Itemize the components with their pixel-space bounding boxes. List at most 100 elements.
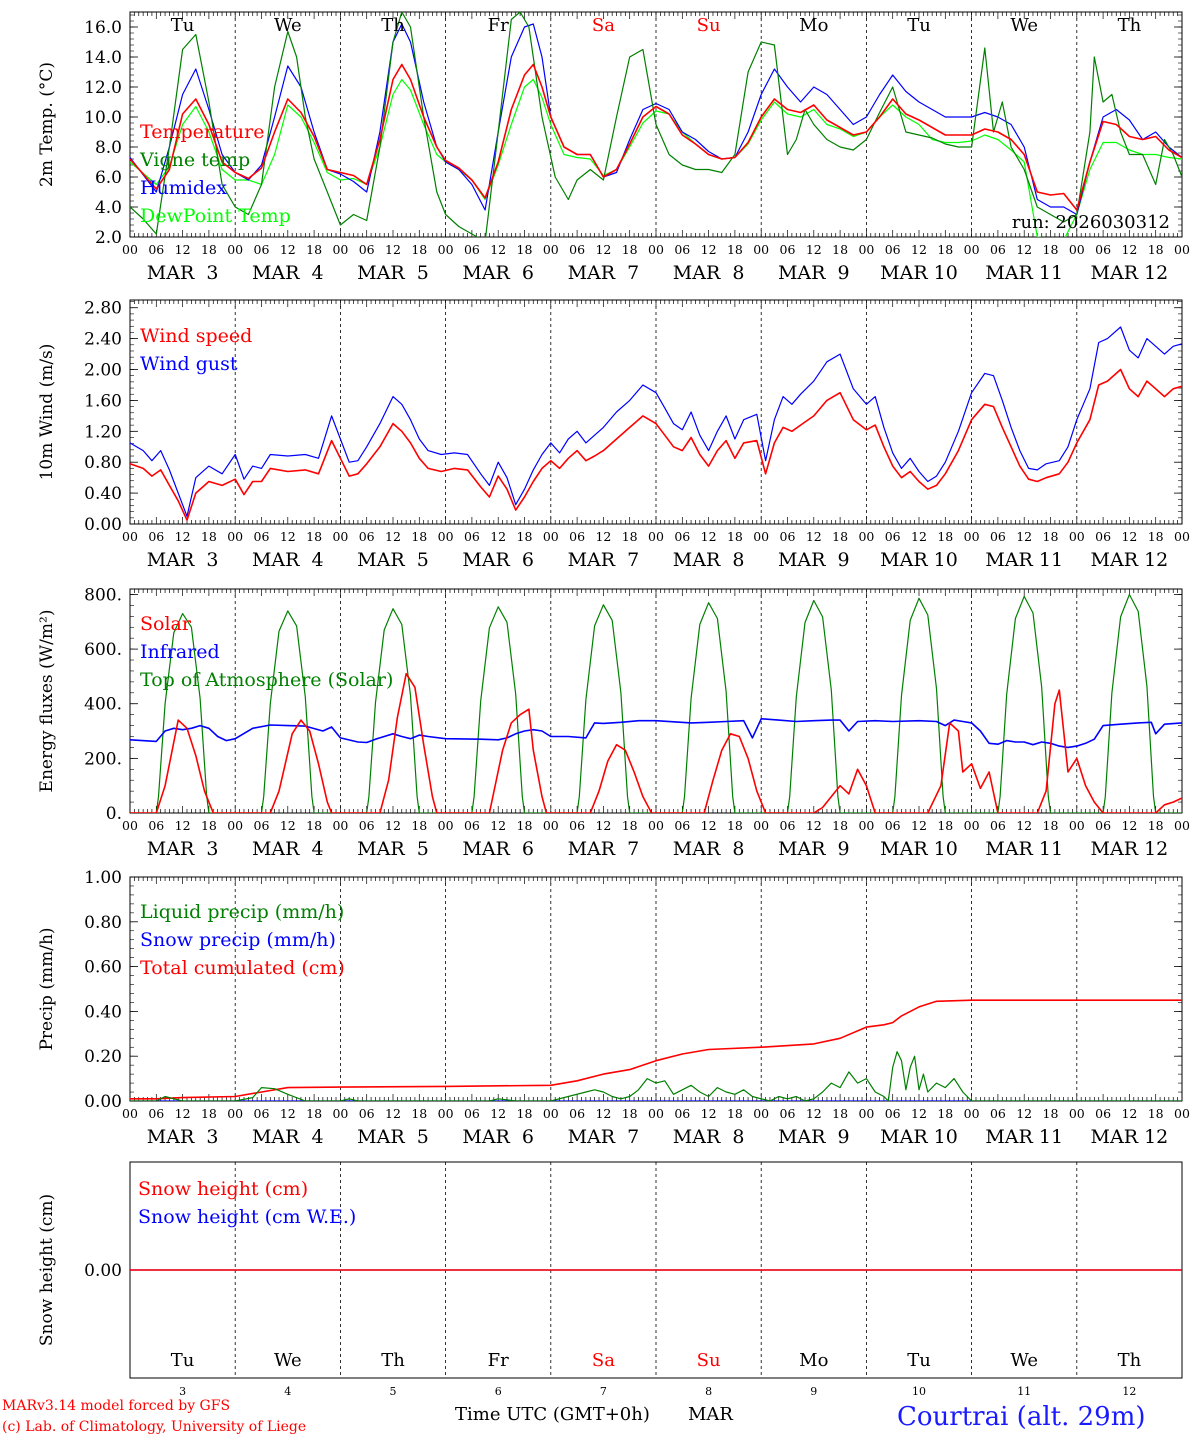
weekday-label: We — [1010, 15, 1038, 36]
date-tick-label: MAR 10 — [880, 549, 958, 571]
y-tick-label: 2.40 — [84, 330, 122, 350]
y-tick-label: 1.60 — [84, 391, 122, 411]
hour-tick-label: 00 — [648, 818, 664, 833]
y-tick-label: 0.40 — [84, 1002, 122, 1022]
hour-tick-label: 00 — [543, 529, 559, 544]
hour-tick-label: 06 — [254, 818, 270, 833]
hour-tick-label: 06 — [359, 242, 375, 257]
hour-tick-label: 12 — [701, 242, 717, 257]
hour-tick-label: 12 — [175, 818, 191, 833]
hour-tick-label: 18 — [832, 529, 848, 544]
hour-tick-label: 06 — [780, 818, 796, 833]
lab-credit: (c) Lab. of Climatology, University of L… — [2, 1419, 307, 1435]
hour-tick-label: 00 — [1069, 529, 1085, 544]
hour-tick-label: 06 — [148, 242, 164, 257]
hour-tick-label: 12 — [385, 529, 401, 544]
weekday-label: Tu — [171, 15, 195, 36]
date-tick-label: MAR 8 — [673, 1126, 745, 1148]
hour-tick-label: 12 — [175, 242, 191, 257]
date-tick-label: MAR 3 — [147, 262, 219, 284]
day-number-label: 11 — [1017, 1385, 1031, 1398]
date-tick-label: MAR 3 — [147, 838, 219, 860]
day-number-label: 5 — [390, 1385, 397, 1398]
hour-tick-label: 00 — [1174, 1106, 1190, 1121]
hour-tick-label: 00 — [753, 242, 769, 257]
date-tick-label: MAR 10 — [880, 1126, 958, 1148]
hour-tick-label: 06 — [464, 818, 480, 833]
hour-tick-label: 12 — [701, 818, 717, 833]
hour-tick-label: 00 — [438, 529, 454, 544]
hour-tick-label: 00 — [332, 818, 348, 833]
hour-tick-label: 12 — [490, 242, 506, 257]
hour-tick-label: 12 — [1016, 529, 1032, 544]
date-tick-label: MAR 5 — [357, 1126, 429, 1148]
hour-tick-label: 06 — [359, 529, 375, 544]
hour-tick-label: 12 — [1016, 1106, 1032, 1121]
legend-entry: DewPoint Temp — [140, 205, 291, 227]
weekday-label: Tu — [907, 15, 931, 36]
hour-tick-label: 18 — [201, 1106, 217, 1121]
run-label: run: 2026030312 — [1012, 212, 1170, 233]
hour-tick-label: 06 — [674, 1106, 690, 1121]
hour-tick-label: 06 — [569, 1106, 585, 1121]
hour-tick-label: 06 — [674, 818, 690, 833]
date-tick-label: MAR 5 — [357, 262, 429, 284]
hour-tick-label: 06 — [674, 529, 690, 544]
hour-tick-label: 06 — [780, 1106, 796, 1121]
hour-tick-label: 06 — [1095, 529, 1111, 544]
hour-tick-label: 00 — [1174, 242, 1190, 257]
hour-tick-label: 00 — [543, 1106, 559, 1121]
hour-tick-label: 12 — [911, 242, 927, 257]
date-tick-label: MAR 4 — [252, 838, 324, 860]
date-tick-label: MAR 11 — [985, 1126, 1063, 1148]
hour-tick-label: 18 — [517, 529, 533, 544]
hour-tick-label: 18 — [727, 242, 743, 257]
hour-tick-label: 06 — [148, 818, 164, 833]
hour-tick-label: 06 — [254, 242, 270, 257]
hour-tick-label: 18 — [832, 1106, 848, 1121]
hour-tick-label: 06 — [990, 1106, 1006, 1121]
series-line-dewpoint-temp — [130, 78, 1182, 237]
hour-tick-label: 06 — [885, 242, 901, 257]
hour-tick-label: 06 — [148, 529, 164, 544]
hour-tick-label: 18 — [201, 818, 217, 833]
time-axis-label: Time UTC (GMT+0h) — [455, 1404, 650, 1425]
hour-tick-label: 18 — [727, 1106, 743, 1121]
hour-tick-label: 06 — [1095, 1106, 1111, 1121]
y-tick-label: 8.0 — [95, 138, 122, 158]
y-tick-label: 1.20 — [84, 422, 122, 442]
hour-tick-label: 00 — [122, 1106, 138, 1121]
y-tick-label: 0.40 — [84, 484, 122, 504]
hour-tick-label: 18 — [411, 529, 427, 544]
hour-tick-label: 12 — [806, 1106, 822, 1121]
weekday-label: Fr — [488, 15, 509, 36]
hour-tick-label: 12 — [595, 818, 611, 833]
y-tick-label: 0.20 — [84, 1047, 122, 1067]
hour-tick-label: 00 — [858, 1106, 874, 1121]
weekday-label: Tu — [907, 1350, 931, 1371]
hour-tick-label: 18 — [306, 529, 322, 544]
date-tick-label: MAR 11 — [985, 838, 1063, 860]
hour-tick-label: 18 — [1148, 818, 1164, 833]
hour-tick-label: 18 — [937, 818, 953, 833]
hour-tick-label: 00 — [332, 242, 348, 257]
date-tick-label: MAR 10 — [880, 838, 958, 860]
date-tick-label: MAR 7 — [568, 838, 640, 860]
hour-tick-label: 00 — [227, 529, 243, 544]
hour-tick-label: 06 — [990, 818, 1006, 833]
legend-entry: Snow height (cm) — [138, 1178, 308, 1200]
hour-tick-label: 06 — [885, 818, 901, 833]
date-tick-label: MAR 8 — [673, 262, 745, 284]
hour-tick-label: 18 — [937, 242, 953, 257]
hour-tick-label: 00 — [438, 242, 454, 257]
hour-tick-label: 00 — [753, 529, 769, 544]
hour-tick-label: 18 — [306, 1106, 322, 1121]
weekday-label: We — [274, 15, 302, 36]
day-number-label: 12 — [1122, 1385, 1136, 1398]
model-credit: MARv3.14 model forced by GFS — [2, 1398, 231, 1414]
hour-tick-label: 12 — [701, 529, 717, 544]
y-tick-label: 0.80 — [84, 453, 122, 473]
hour-tick-label: 18 — [1148, 529, 1164, 544]
y-tick-label: 1.00 — [84, 868, 122, 888]
day-number-label: 10 — [912, 1385, 926, 1398]
